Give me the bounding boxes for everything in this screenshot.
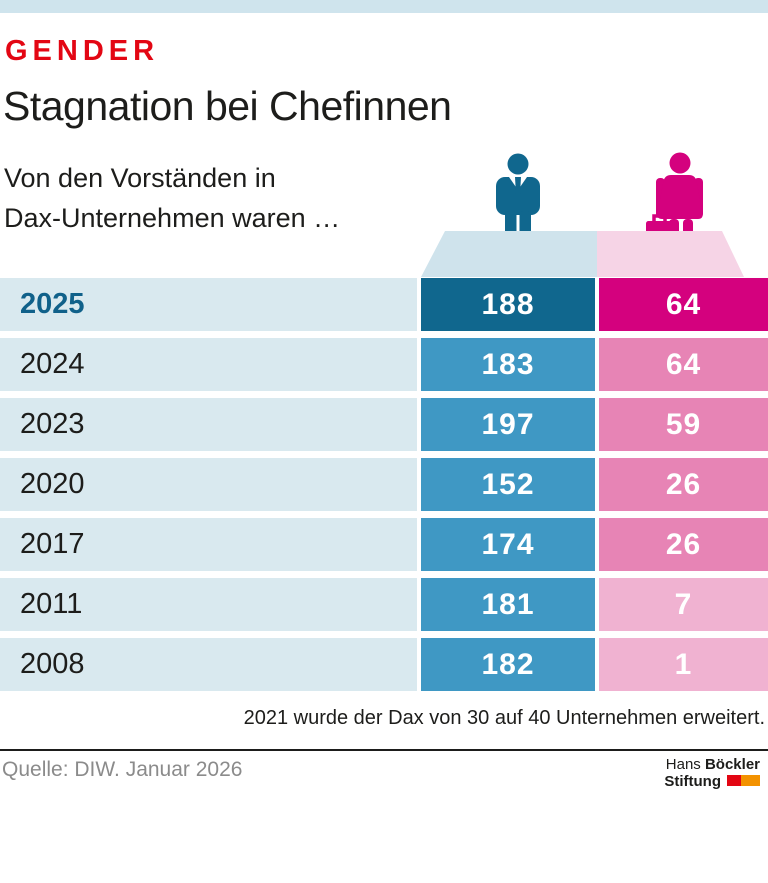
table-row: 2008 182 1 bbox=[0, 638, 768, 691]
logo-orange-square-icon bbox=[741, 775, 760, 786]
kicker: GENDER bbox=[5, 35, 160, 67]
top-accent-bar bbox=[0, 0, 768, 13]
women-value: 59 bbox=[599, 398, 768, 451]
logo-line-2: Stiftung bbox=[664, 773, 760, 790]
subtitle-line-1: Von den Vorständen in bbox=[4, 163, 276, 193]
women-value: 1 bbox=[599, 638, 768, 691]
women-value: 64 bbox=[599, 338, 768, 391]
platform-pink-half bbox=[597, 231, 744, 277]
men-value: 188 bbox=[421, 278, 595, 331]
women-value: 26 bbox=[599, 518, 768, 571]
year-label: 2024 bbox=[0, 338, 417, 391]
logo-line-1: Hans Böckler bbox=[664, 756, 760, 773]
subtitle-line-2: Dax-Unternehmen waren … bbox=[4, 203, 341, 233]
logo-red-square-icon bbox=[727, 775, 741, 786]
logo-name-regular: Hans bbox=[665, 756, 701, 773]
logo-name-bold: Böckler bbox=[704, 756, 760, 773]
year-label: 2011 bbox=[0, 578, 417, 631]
table-row: 2020 152 26 bbox=[0, 458, 768, 511]
platform-blue-half bbox=[421, 231, 597, 277]
footnote: 2021 wurde der Dax von 30 auf 40 Unterne… bbox=[243, 707, 765, 729]
women-value: 7 bbox=[599, 578, 768, 631]
year-label: 2023 bbox=[0, 398, 417, 451]
table-row: 2017 174 26 bbox=[0, 518, 768, 571]
table-row: 2011 181 7 bbox=[0, 578, 768, 631]
table-row: 2025 188 64 bbox=[0, 278, 768, 331]
year-label: 2017 bbox=[0, 518, 417, 571]
men-value: 181 bbox=[421, 578, 595, 631]
men-value: 152 bbox=[421, 458, 595, 511]
men-value: 174 bbox=[421, 518, 595, 571]
women-value: 26 bbox=[599, 458, 768, 511]
subtitle: Von den Vorständen in Dax-Unternehmen wa… bbox=[4, 158, 340, 238]
platform-graphic bbox=[421, 231, 744, 277]
logo-stiftung: Stiftung bbox=[664, 773, 721, 790]
year-label: 2025 bbox=[0, 278, 417, 331]
table-row: 2023 197 59 bbox=[0, 398, 768, 451]
hans-boeckler-stiftung-logo: Hans Böckler Stiftung bbox=[664, 756, 760, 790]
women-value: 64 bbox=[599, 278, 768, 331]
men-value: 182 bbox=[421, 638, 595, 691]
year-label: 2020 bbox=[0, 458, 417, 511]
footer-divider bbox=[0, 749, 768, 751]
page-title: Stagnation bei Chefinnen bbox=[3, 83, 452, 129]
table-row: 2024 183 64 bbox=[0, 338, 768, 391]
year-label: 2008 bbox=[0, 638, 417, 691]
source-text: Quelle: DIW. Januar 2026 bbox=[2, 758, 243, 781]
men-value: 197 bbox=[421, 398, 595, 451]
men-value: 183 bbox=[421, 338, 595, 391]
